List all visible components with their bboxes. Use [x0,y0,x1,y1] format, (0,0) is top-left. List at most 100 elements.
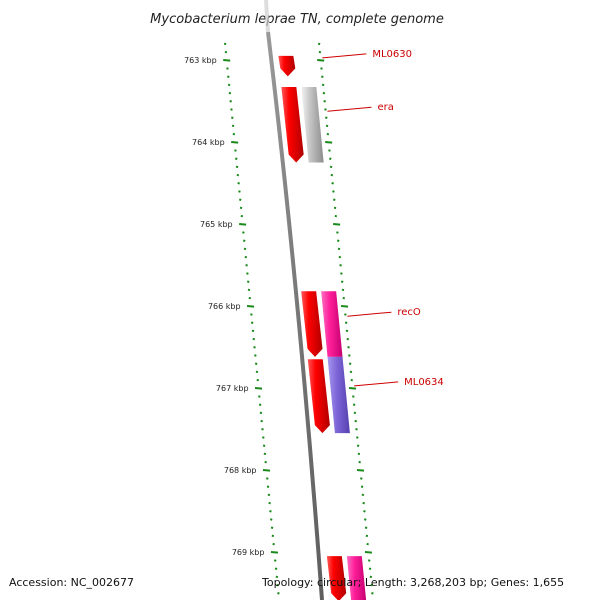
tick-mark-inner [228,91,232,95]
scale-label: 766 kbp [208,302,241,311]
genome-summary-text: Topology: circular; Length: 3,268,203 bp… [262,576,565,589]
tick-mark-inner [252,337,256,341]
tick-mark-outer [371,592,374,595]
gene-arrow [301,291,323,357]
tick-mark-inner [243,247,247,251]
tick-mark-outer [317,59,325,62]
tick-mark-outer [341,288,345,292]
tick-mark-inner [223,42,227,46]
tick-mark-outer [355,428,358,431]
tick-mark-outer [333,223,341,226]
label-leader-line [347,311,392,317]
scale-ticks-outer [317,42,374,595]
scale-labels: 763 kbp 764 kbp 765 kbp 766 kbp 767 kbp 768 k… [184,56,264,557]
tick-mark-inner [269,518,273,521]
tick-mark-inner [262,469,271,472]
tick-mark-outer [338,255,342,259]
scale-label: 765 kbp [200,220,233,229]
scale-label: 768 kbp [224,466,257,475]
tick-mark-inner [250,321,254,324]
tick-mark-outer [365,534,369,538]
tick-mark-outer [362,501,365,505]
tick-mark-inner [270,526,274,529]
gene-label-ml0634: ML0634 [404,377,444,388]
tick-mark-inner [259,411,263,415]
tick-mark-inner [262,444,266,447]
tick-mark-outer [326,132,330,136]
tick-mark-outer [356,436,359,439]
tick-mark-inner [248,296,252,300]
tick-mark-outer [318,50,322,54]
tick-mark-outer [321,75,324,78]
tick-mark-inner [262,436,265,439]
tick-mark-inner [230,108,233,111]
tick-mark-inner [223,59,231,62]
tick-mark-inner [230,116,234,119]
tick-mark-inner [275,575,279,579]
map-title: Mycobacterium leprae TN, complete genome [150,12,444,27]
scale-label: 767 kbp [216,384,249,393]
tick-mark-outer [334,214,338,218]
tick-mark-inner [242,231,245,234]
tick-mark-outer [340,280,344,283]
tick-mark-inner [231,141,239,144]
tick-mark-inner [235,165,239,169]
tick-mark-inner [245,264,248,267]
tick-mark-inner [265,477,269,480]
tick-mark-inner [267,493,271,497]
tick-mark-outer [336,239,340,242]
gene-label-ml0630: ML0630 [372,49,412,60]
scale-label: 764 kbp [192,138,225,147]
tick-mark-inner [229,100,232,103]
gene-features [278,55,367,600]
tick-mark-inner [258,395,261,398]
tick-mark-outer [317,42,321,46]
gene-arrow [346,556,367,600]
tick-mark-inner [231,124,235,128]
tick-mark-outer [354,419,358,423]
gene-arrow-reco [321,291,343,357]
tick-mark-outer [333,206,337,210]
tick-mark-outer [320,67,323,70]
tick-mark-outer [330,173,334,177]
tick-mark-inner [270,551,279,554]
tick-mark-outer [357,452,361,456]
gene-arrow [307,359,330,434]
tick-mark-inner [239,206,243,210]
tick-mark-inner [258,403,262,406]
tick-mark-outer [350,378,354,382]
scale-label: 769 kbp [232,548,265,557]
tick-mark-outer [359,477,363,480]
tick-mark-inner [239,223,247,226]
tick-mark-outer [322,91,326,95]
tick-mark-inner [246,305,255,308]
tick-mark-outer [328,149,331,152]
tick-mark-inner [227,75,230,78]
tick-mark-inner [269,510,272,513]
gene-arrow [326,556,347,600]
tick-mark-outer [324,116,328,119]
gene-arrow [281,87,304,163]
tick-mark-outer [361,493,365,497]
tick-mark-outer [348,362,352,365]
gene-arrow-ml0634 [327,356,350,434]
tick-mark-inner [254,362,258,365]
tick-mark-inner [276,583,279,587]
tick-mark-inner [263,452,267,456]
tick-mark-inner [238,190,241,193]
tick-mark-outer [358,460,361,464]
tick-mark-outer [339,264,342,267]
tick-mark-outer [325,141,333,144]
tick-mark-outer [325,124,329,128]
tick-mark-outer [366,542,369,546]
tick-mark-inner [255,370,259,374]
tick-mark-inner [227,83,231,87]
tick-mark-outer [364,551,373,554]
tick-mark-inner [253,346,256,349]
tick-mark-outer [356,469,365,472]
tick-mark-inner [251,329,255,333]
scale-label: 763 kbp [184,56,217,65]
tick-mark-inner [224,50,228,54]
tick-mark-outer [328,157,332,160]
tick-mark-outer [356,444,360,447]
